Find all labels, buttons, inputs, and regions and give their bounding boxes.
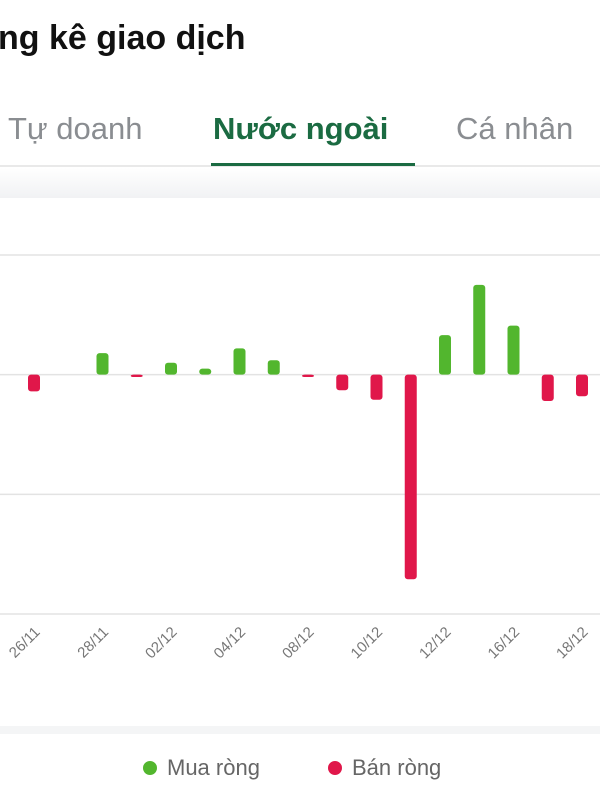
- chart-panel: [0, 198, 600, 726]
- bar: [473, 284, 486, 375]
- legend-marker: [328, 761, 342, 775]
- bar: [541, 374, 554, 401]
- panel-shadow: [0, 726, 600, 734]
- bar: [336, 374, 349, 391]
- bar: [165, 362, 177, 375]
- tab[interactable]: Cá nhân: [456, 111, 573, 146]
- bar: [404, 374, 417, 580]
- legend-marker: [143, 761, 157, 775]
- bar: [267, 360, 280, 375]
- bar: [507, 325, 520, 375]
- bar: [576, 374, 588, 397]
- bar: [302, 374, 314, 378]
- bar: [233, 348, 246, 375]
- tab[interactable]: Tự doanh: [8, 111, 143, 146]
- bar: [370, 374, 383, 400]
- bar: [96, 353, 109, 375]
- bar: [439, 335, 451, 375]
- legend-label: Bán ròng: [352, 755, 441, 780]
- tab-indicator: [211, 163, 415, 166]
- bar: [130, 374, 143, 378]
- legend-label: Mua ròng: [167, 755, 260, 780]
- page-title: ng kê giao dịch: [0, 19, 245, 57]
- panel-shadow: [0, 168, 600, 198]
- bar: [28, 374, 40, 392]
- bar: [199, 368, 212, 375]
- tab[interactable]: Nước ngoài: [213, 111, 388, 146]
